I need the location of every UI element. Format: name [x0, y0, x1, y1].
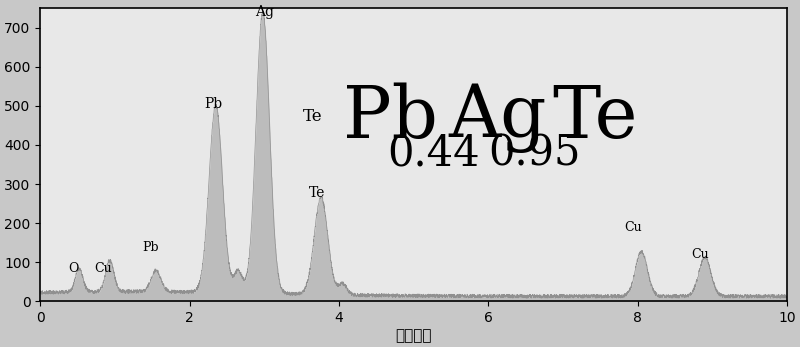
X-axis label: 千电子伏: 千电子伏: [395, 328, 432, 343]
Text: 0.95: 0.95: [488, 132, 581, 174]
Text: Pb: Pb: [205, 96, 222, 111]
Text: Pb: Pb: [342, 82, 438, 153]
Text: Cu: Cu: [624, 221, 642, 234]
Text: Pb: Pb: [142, 242, 159, 254]
Text: 0.44: 0.44: [387, 132, 480, 174]
Text: Te: Te: [303, 109, 322, 126]
Text: O: O: [69, 262, 79, 275]
Text: Ag: Ag: [449, 82, 547, 153]
Text: Te: Te: [309, 186, 326, 201]
Text: Ag: Ag: [255, 5, 274, 19]
Text: Te: Te: [552, 82, 638, 153]
Text: Cu: Cu: [691, 248, 709, 261]
Text: Cu: Cu: [94, 262, 112, 275]
